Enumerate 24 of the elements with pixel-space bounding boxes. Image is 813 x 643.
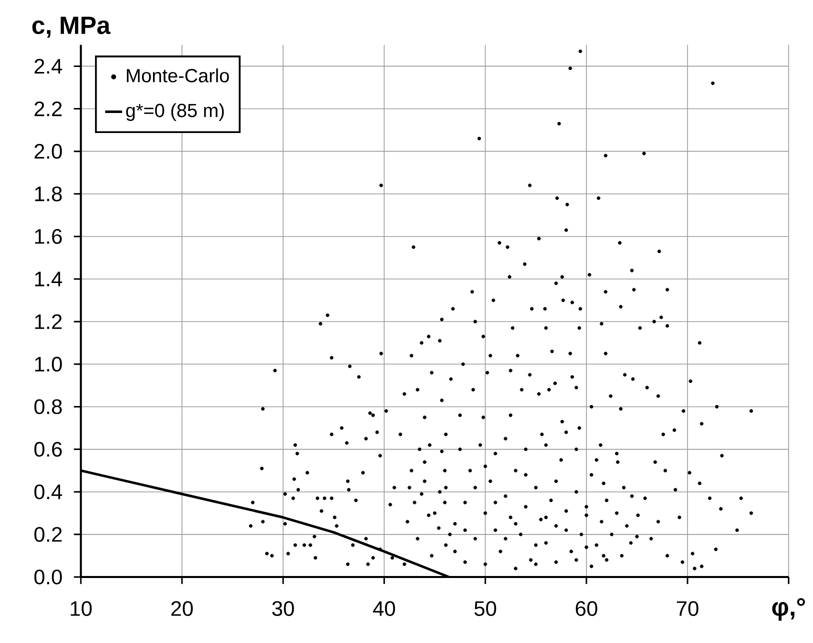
- y-tick-label: 2.4: [34, 58, 62, 74]
- x-tick-label: 30: [272, 601, 294, 616]
- y-tick-label: 2.2: [34, 102, 62, 116]
- x-tick-label: 70: [676, 601, 698, 616]
- x-tick-label: 50: [474, 601, 496, 616]
- y-tick-label: 0.8: [34, 399, 62, 414]
- x-tick-label: 40: [373, 601, 396, 616]
- y-tick-label: 1.2: [35, 314, 62, 329]
- y-tick-label: 0.6: [34, 442, 62, 457]
- x-axis-title: φ,°: [772, 598, 805, 621]
- y-tick-label: 0.4: [34, 484, 62, 500]
- y-tick-label: 2.0: [34, 144, 62, 159]
- y-tick-label: 0.2: [34, 527, 62, 542]
- y-tick-label: 1.6: [35, 229, 62, 244]
- y-tick-label: 1.0: [35, 356, 62, 372]
- legend-label: g*=0 (85 m): [126, 103, 224, 122]
- y-tick-label: 0.0: [34, 570, 62, 584]
- y-tick-label: 1.4: [35, 272, 62, 286]
- y-axis-title: c, MPa: [32, 16, 111, 38]
- legend-label: Monte-Carlo: [126, 68, 229, 82]
- x-tick-label: 10: [70, 601, 92, 616]
- x-tick-label: 20: [171, 601, 193, 616]
- y-tick-label: 1.8: [35, 186, 62, 202]
- x-tick-label: 60: [576, 601, 598, 616]
